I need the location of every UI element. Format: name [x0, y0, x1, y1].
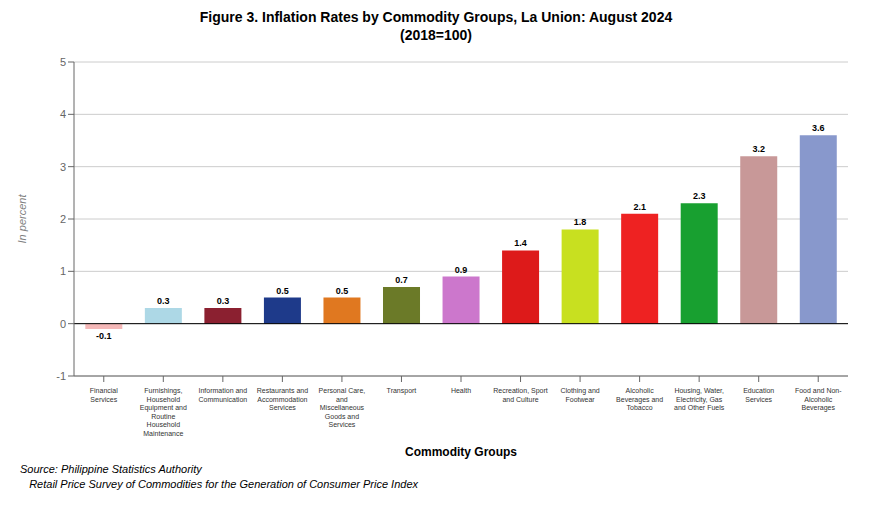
svg-text:0.7: 0.7 [395, 275, 408, 285]
svg-text:1.8: 1.8 [574, 217, 587, 227]
svg-text:3.2: 3.2 [752, 144, 765, 154]
svg-text:Transport: Transport [387, 387, 417, 395]
svg-text:Health: Health [451, 387, 471, 394]
svg-text:0: 0 [60, 318, 66, 330]
html-text:Figure 3. Inflation Rates by C: Figure 3. Inflation Rates by Commodity G… [199, 9, 673, 25]
svg-text:Personal Care,andMiscellaneous: Personal Care,andMiscellaneousGoods andS… [319, 387, 366, 428]
svg-text:-0.1: -0.1 [96, 331, 112, 341]
svg-text:4: 4 [60, 108, 66, 120]
html-text:Source: Philippine Statistics: Source: Philippine Statistics Authority [20, 463, 202, 475]
svg-text:In percent: In percent [16, 194, 28, 244]
svg-text:Recreation, Sportand Culture: Recreation, Sportand Culture [493, 387, 548, 403]
svg-text:1.4: 1.4 [514, 238, 527, 248]
svg-text:1: 1 [60, 265, 66, 277]
svg-text:0.5: 0.5 [336, 286, 349, 296]
svg-text:2: 2 [60, 213, 66, 225]
svg-text:2.1: 2.1 [633, 202, 646, 212]
svg-text:3.6: 3.6 [812, 123, 825, 133]
svg-text:Commodity Groups: Commodity Groups [405, 445, 517, 459]
svg-text:0.5: 0.5 [276, 286, 289, 296]
svg-text:Food and Non-AlcoholicBeverage: Food and Non-AlcoholicBeverages [795, 387, 842, 412]
svg-text:Housing, Water,Electricity, Ga: Housing, Water,Electricity, Gasand Other… [674, 387, 725, 411]
svg-text:FinancialServices: FinancialServices [90, 387, 118, 403]
svg-text:AlcoholicBeverages andTobacco: AlcoholicBeverages andTobacco [616, 387, 663, 411]
svg-text:EducationServices: EducationServices [743, 387, 774, 403]
html-text:Retail Price Survey of Commodi: Retail Price Survey of Commodities for t… [20, 478, 418, 490]
html-text:(2018=100): (2018=100) [400, 27, 472, 43]
svg-text:0.3: 0.3 [217, 296, 230, 306]
svg-text:Clothing andFootwear: Clothing andFootwear [560, 387, 599, 403]
svg-text:3: 3 [60, 161, 66, 173]
svg-text:Information andCommunication: Information andCommunication [199, 387, 248, 403]
svg-text:0.9: 0.9 [455, 265, 468, 275]
svg-text:5: 5 [60, 56, 66, 68]
svg-text:Furnishings,HouseholdEquipment: Furnishings,HouseholdEquipment andRoutin… [140, 387, 187, 437]
svg-text:Restaurants andAccommodationSe: Restaurants andAccommodationServices [257, 387, 308, 411]
svg-text:-1: -1 [56, 370, 66, 382]
svg-text:2.3: 2.3 [693, 191, 706, 201]
svg-text:0.3: 0.3 [157, 296, 170, 306]
